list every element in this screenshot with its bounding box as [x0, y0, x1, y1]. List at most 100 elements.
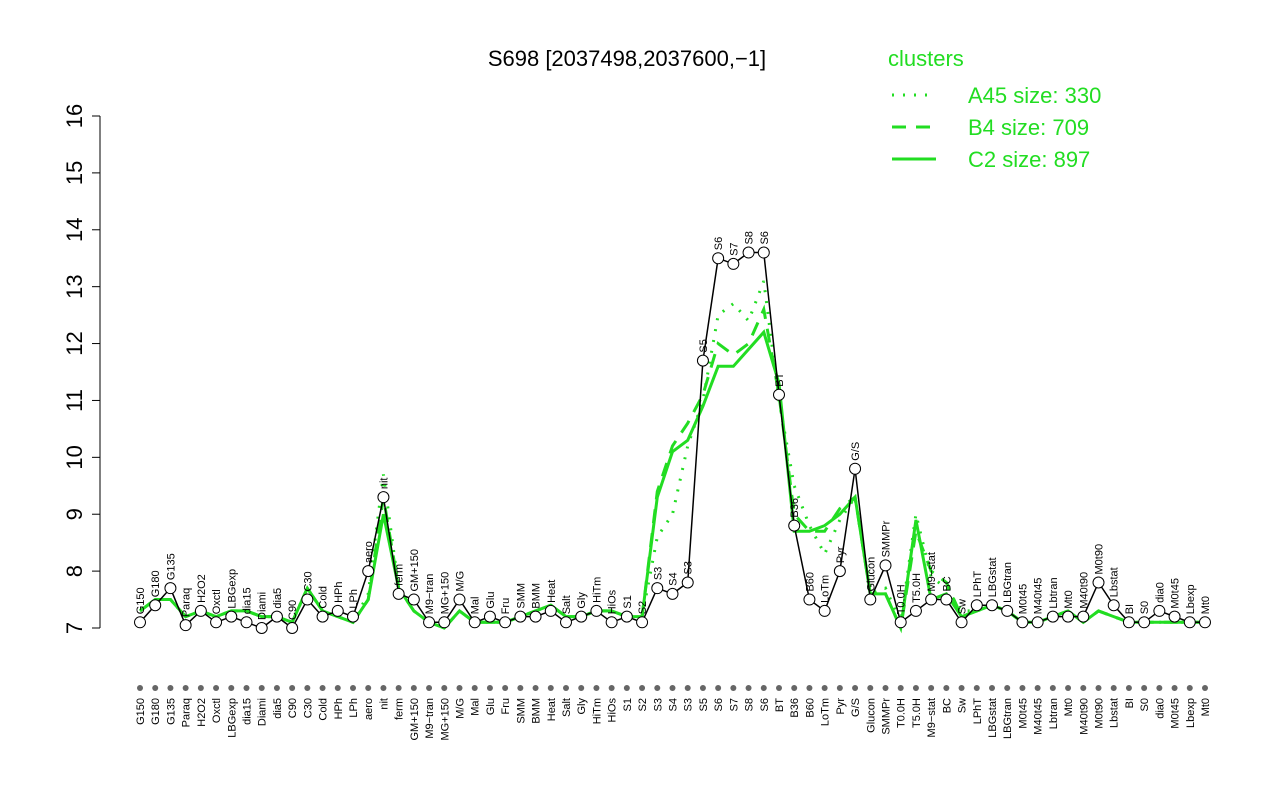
point-label: LBGstat: [987, 557, 999, 597]
x-tick-label: SMMPr: [881, 698, 893, 735]
point-label: G180: [150, 570, 162, 597]
data-point: [788, 519, 801, 532]
rug-dot: [973, 685, 980, 691]
y-tick-label: 9: [62, 508, 87, 520]
x-tick-label: BT: [774, 698, 786, 712]
data-point: [453, 593, 466, 606]
point-label: BMM: [531, 583, 543, 609]
data-point: [636, 616, 649, 629]
rug-dot: [928, 685, 935, 691]
rug-dot: [578, 685, 585, 691]
rug-dot: [958, 685, 965, 691]
point-label: BC: [941, 576, 953, 591]
x-tick-label: Sw: [957, 698, 969, 713]
x-tick-label: S7: [728, 698, 740, 711]
x-tick-label: Mal: [470, 698, 482, 716]
data-point: [468, 616, 481, 629]
point-label: S3: [652, 567, 664, 580]
point-label: MG+150: [439, 572, 451, 615]
point-label: LPh: [348, 589, 360, 609]
y-tick-label: 7: [62, 622, 87, 634]
x-tick-label: S1: [622, 698, 634, 711]
point-label: S6: [713, 237, 725, 250]
rug-dot: [152, 685, 159, 691]
x-tick-label: Lbtran: [1048, 698, 1060, 729]
data-point: [1062, 610, 1075, 623]
data-point: [849, 462, 862, 475]
data-point: [210, 616, 223, 629]
point-label: Lbexp: [1185, 584, 1197, 614]
rug-dot: [547, 685, 554, 691]
rug-dot: [213, 685, 220, 691]
data-point: [423, 616, 436, 629]
point-label: SMMPr: [881, 520, 893, 557]
data-point: [377, 491, 390, 504]
point-label: Salt: [561, 595, 573, 614]
point-label: S4: [668, 572, 680, 585]
data-point: [757, 246, 770, 259]
data-point: [575, 610, 588, 623]
y-tick-label: 13: [62, 274, 87, 298]
rug-dot: [654, 685, 661, 691]
x-tick-label: MG+150: [439, 698, 451, 741]
x-tick-label: nit: [378, 698, 390, 710]
x-tick-label: S2: [637, 698, 649, 711]
rug-dot: [334, 685, 341, 691]
y-tick-label: 14: [62, 218, 87, 242]
x-tick-label: M0t45: [1170, 698, 1182, 729]
rug-dot: [669, 685, 676, 691]
y-tick-label: 12: [62, 331, 87, 355]
x-tick-label: S3: [652, 698, 664, 711]
rug-dot: [699, 685, 706, 691]
x-tick-label: S4: [668, 698, 680, 711]
x-tick-label: M0t90: [1094, 698, 1106, 729]
point-label: HPh: [333, 582, 345, 603]
rug-dot: [517, 685, 524, 691]
data-point: [1046, 610, 1059, 623]
data-point: [316, 610, 329, 623]
point-label: B60: [804, 572, 816, 592]
data-point: [620, 610, 633, 623]
data-point: [833, 565, 846, 578]
x-tick-label: Salt: [561, 698, 573, 717]
rug-dot: [821, 685, 828, 691]
point-label: S8: [744, 231, 756, 244]
point-label: S0: [1139, 601, 1151, 614]
x-tick-label: LPhT: [972, 698, 984, 725]
rug-dot: [943, 685, 950, 691]
x-tick-label: dia0: [1154, 698, 1166, 719]
rug-dot: [608, 685, 615, 691]
point-label: Pyr: [835, 546, 847, 563]
point-label: M9−tran: [424, 574, 436, 615]
x-tick-label: Glu: [485, 698, 497, 715]
x-tick-label: M/G: [455, 698, 467, 719]
point-label: M/G: [455, 571, 467, 592]
point-label: HiOs: [607, 589, 619, 614]
chart-title: S698 [2037498,2037600,−1]: [488, 46, 766, 71]
x-tick-label: M0t45: [1017, 698, 1029, 729]
data-point: [499, 616, 512, 629]
legend-label: A45 size: 330: [968, 83, 1101, 108]
point-label: SMM: [515, 583, 527, 609]
rug-dot: [912, 685, 919, 691]
data-point: [301, 593, 314, 606]
x-tick-label: S5: [698, 698, 710, 711]
data-point: [560, 616, 572, 629]
point-label: LBGtran: [1002, 562, 1014, 603]
point-label: dia0: [1154, 582, 1166, 603]
rug-dot: [410, 685, 417, 691]
rug-dot: [760, 685, 767, 691]
x-tick-label: C90: [287, 698, 299, 718]
legend-title: clusters: [888, 46, 964, 71]
x-tick-label: BMM: [531, 698, 543, 724]
x-tick-label: S6: [713, 698, 725, 711]
point-label: T0.0H: [896, 584, 908, 614]
rug-dot: [167, 685, 174, 691]
point-label: nit: [378, 478, 390, 490]
x-tick-label: LBGexp: [226, 698, 238, 738]
data-point: [286, 622, 299, 634]
x-tick-label: Paraq: [181, 698, 193, 727]
data-point: [1122, 616, 1135, 629]
x-tick-label: SMM: [515, 698, 527, 724]
rug-dot: [137, 685, 143, 691]
